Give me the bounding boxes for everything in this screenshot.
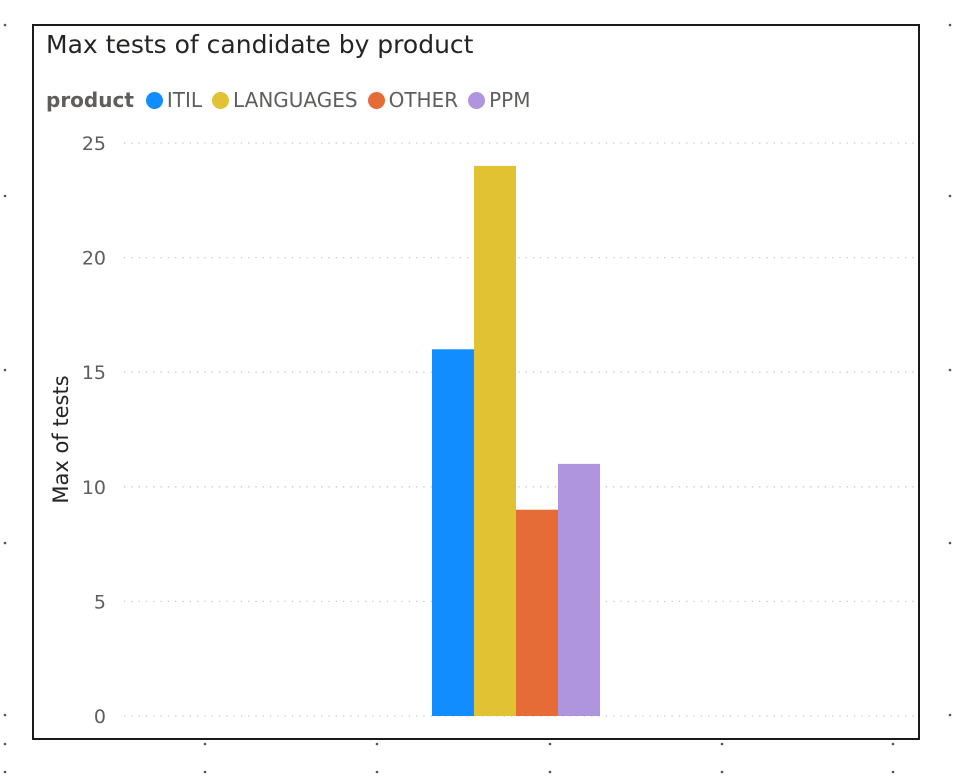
canvas-dot xyxy=(3,742,7,746)
canvas-dot xyxy=(203,742,207,746)
y-axis-title: Max of tests xyxy=(49,375,73,503)
bar-ppm[interactable] xyxy=(558,463,600,716)
chart-visual[interactable]: Max tests of candidate by product produc… xyxy=(32,24,920,740)
canvas-dot xyxy=(948,194,952,198)
canvas-dot xyxy=(3,23,7,27)
legend-label-other: OTHER xyxy=(388,88,459,112)
legend-swatch-ppm xyxy=(468,91,486,109)
chart-title: Max tests of candidate by product xyxy=(46,30,474,59)
canvas-dot xyxy=(375,742,379,746)
canvas-dot xyxy=(3,713,7,717)
chart-plot-area: 0 5 10 15 20 25 Max of tests xyxy=(49,133,916,728)
legend-item-itil[interactable]: ITIL xyxy=(145,88,203,112)
legend-swatch-other xyxy=(367,91,385,109)
y-tick-label: 15 xyxy=(82,362,106,384)
canvas-dot xyxy=(3,770,7,774)
legend-item-other[interactable]: OTHER xyxy=(367,88,459,112)
bar-other[interactable] xyxy=(516,509,558,716)
legend-label-itil: ITIL xyxy=(166,88,203,112)
canvas-dot xyxy=(3,194,7,198)
canvas-dot xyxy=(948,541,952,545)
y-tick-label: 0 xyxy=(94,706,106,728)
legend-item-languages[interactable]: LANGUAGES xyxy=(212,88,358,112)
canvas-dot xyxy=(375,770,379,774)
canvas-dot xyxy=(3,541,7,545)
canvas-dot xyxy=(948,23,952,27)
canvas-dot xyxy=(891,770,895,774)
chart-legend: product ITIL LANGUAGES OTHER PPM xyxy=(46,86,541,114)
canvas-dot xyxy=(203,770,207,774)
bar-languages[interactable] xyxy=(474,165,516,717)
canvas-dot xyxy=(891,742,895,746)
bar-itil[interactable] xyxy=(432,349,474,716)
legend-label-ppm: PPM xyxy=(489,88,531,112)
legend-label-languages: LANGUAGES xyxy=(233,88,358,112)
canvas-dot xyxy=(548,770,552,774)
canvas-dot xyxy=(948,368,952,372)
canvas-dot xyxy=(548,742,552,746)
canvas-dot xyxy=(720,770,724,774)
canvas-dot xyxy=(3,368,7,372)
legend-title: product xyxy=(46,88,134,112)
legend-swatch-itil xyxy=(145,91,163,109)
canvas-dot xyxy=(720,742,724,746)
y-tick-label: 10 xyxy=(82,477,106,499)
y-tick-label: 20 xyxy=(82,248,106,270)
legend-swatch-languages xyxy=(212,91,230,109)
canvas-dot xyxy=(948,713,952,717)
legend-item-ppm[interactable]: PPM xyxy=(468,88,531,112)
y-tick-label: 5 xyxy=(94,591,106,613)
y-tick-label: 25 xyxy=(82,133,106,155)
